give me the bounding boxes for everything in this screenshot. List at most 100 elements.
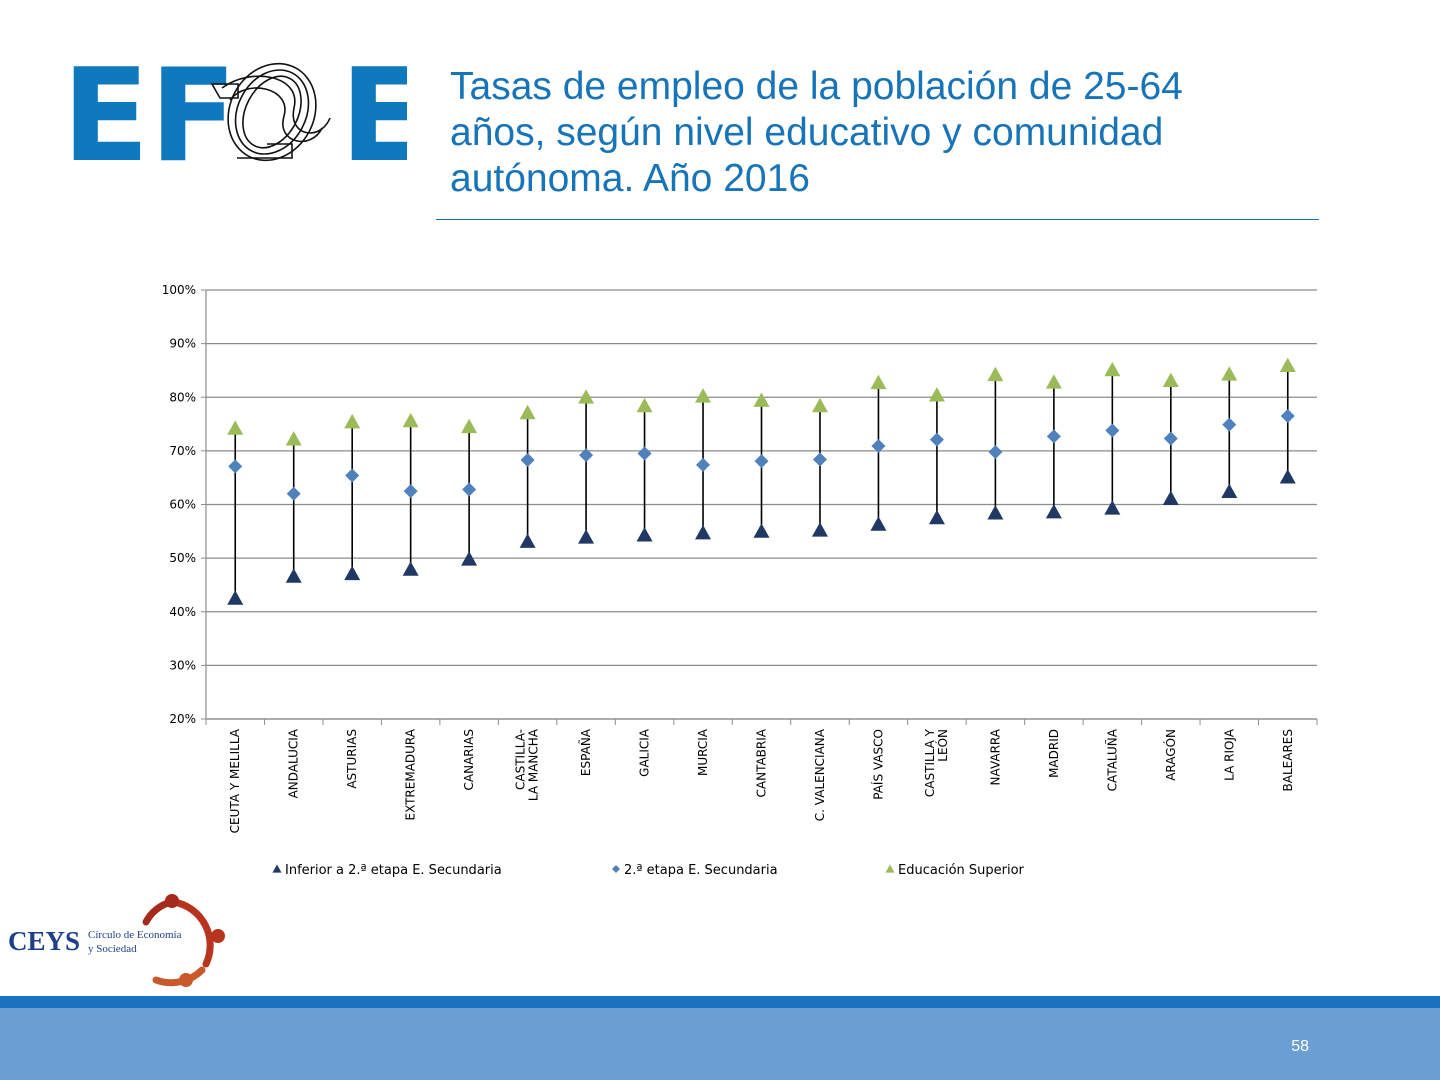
data-point-series-1 xyxy=(227,590,244,605)
category-label: ESPAÑA xyxy=(578,728,593,776)
data-point-series-2 xyxy=(520,452,535,467)
y-tick-label: 70% xyxy=(169,444,196,458)
data-point-series-1 xyxy=(519,533,536,548)
data-point-series-1 xyxy=(987,505,1004,520)
data-point-series-2 xyxy=(637,446,652,461)
chart-labels: 20% 30% 40% 50% 60% 70% 80% 90% 100% CEUTA Y MELI… xyxy=(162,283,1295,833)
data-point-series-3 xyxy=(1221,366,1238,381)
category-label: CATALUÑA xyxy=(1104,728,1119,791)
category-label-line: CASTILLA- xyxy=(514,729,528,790)
data-point-series-2 xyxy=(345,468,360,483)
logo-text-e: E xyxy=(340,58,407,170)
data-point-series-3 xyxy=(519,404,536,420)
y-tick-label: 60% xyxy=(169,498,196,512)
data-point-series-3 xyxy=(402,412,419,428)
data-point-series-3 xyxy=(1104,361,1121,377)
legend-marker xyxy=(885,864,895,873)
logo-text-ef: EF xyxy=(62,58,237,170)
legend-label: 2.ª etapa E. Secundaria xyxy=(624,863,778,878)
y-tick-label: 40% xyxy=(169,605,196,619)
category-label-line: NAVARRA xyxy=(988,728,1002,785)
page-number: 58 xyxy=(1291,1038,1309,1055)
data-point-series-1 xyxy=(870,516,887,531)
category-label: EXTREMADURA xyxy=(404,728,418,820)
legend-marker xyxy=(612,865,620,873)
footer-bar xyxy=(0,1008,1440,1080)
data-point-series-1 xyxy=(402,561,419,576)
category-label-line: PAÍS VASCO xyxy=(870,729,885,800)
chart-legend: Inferior a 2.ª etapa E. Secundaria 2.ª et… xyxy=(272,863,1025,878)
data-point-series-3 xyxy=(578,389,595,404)
category-label-line: ANDALUCIA xyxy=(287,728,301,798)
data-point-series-2 xyxy=(988,444,1003,459)
data-point-series-2 xyxy=(286,486,301,501)
category-label: ANDALUCIA xyxy=(287,728,301,798)
category-label-line: BALEARES xyxy=(1281,729,1295,791)
employment-rate-chart: 20% 30% 40% 50% 60% 70% 80% 90% 100% CEUTA Y MELI… xyxy=(162,283,1318,878)
chart-markers xyxy=(227,357,1296,605)
category-label-line: LA RIOJA xyxy=(1222,728,1236,781)
y-tick-label: 50% xyxy=(169,551,196,565)
data-point-series-2 xyxy=(1163,431,1178,446)
data-point-series-3 xyxy=(987,366,1004,382)
data-point-series-2 xyxy=(1280,409,1295,424)
data-point-series-1 xyxy=(695,524,712,540)
category-label-line: GALICIA xyxy=(638,728,652,777)
data-point-series-1 xyxy=(636,527,653,542)
category-label-line: CATALUÑA xyxy=(1104,728,1119,791)
category-label-line: CEUTA Y MELILLA xyxy=(228,728,242,833)
data-point-series-2 xyxy=(929,432,944,447)
data-point-series-2 xyxy=(579,448,594,463)
data-point-series-2 xyxy=(1222,417,1237,432)
data-point-series-1 xyxy=(1221,483,1238,499)
chart-axes xyxy=(201,289,1318,725)
data-point-series-3 xyxy=(753,392,770,407)
data-point-series-3 xyxy=(285,431,302,446)
data-point-series-3 xyxy=(636,397,653,413)
category-label: CANARIAS xyxy=(462,729,476,790)
category-label: MADRID xyxy=(1047,729,1061,778)
data-point-series-2 xyxy=(754,454,769,469)
data-point-series-2 xyxy=(462,482,477,497)
data-point-series-3 xyxy=(1162,372,1179,388)
y-tick-label: 30% xyxy=(169,658,196,672)
y-tick-label: 20% xyxy=(169,712,196,726)
category-label-line: ARAGÓN xyxy=(1163,729,1178,781)
category-label: CASTILLA Y LEÓN xyxy=(923,728,950,797)
category-label-line: MADRID xyxy=(1047,729,1061,778)
category-label-line: EXTREMADURA xyxy=(404,728,418,820)
category-label: MURCIA xyxy=(696,728,710,776)
data-point-series-1 xyxy=(461,551,478,566)
data-point-series-3 xyxy=(1279,357,1296,373)
data-point-series-2 xyxy=(696,457,711,472)
ceys-emblem xyxy=(142,894,225,987)
data-point-series-1 xyxy=(1279,469,1296,484)
data-point-series-3 xyxy=(928,387,945,402)
data-point-series-1 xyxy=(811,522,828,537)
data-point-series-1 xyxy=(285,568,302,583)
data-point-series-3 xyxy=(811,397,828,413)
category-label: C. VALENCIANA xyxy=(813,728,827,821)
data-point-series-1 xyxy=(1104,500,1121,515)
data-point-series-1 xyxy=(753,523,770,538)
category-label-line: CANTABRIA xyxy=(755,728,769,797)
data-point-series-3 xyxy=(344,413,361,429)
category-label: BALEARES xyxy=(1281,729,1295,791)
data-point-series-2 xyxy=(1046,429,1061,444)
y-tick-label: 100% xyxy=(162,283,196,297)
data-point-series-2 xyxy=(812,452,827,467)
category-label: LA RIOJA xyxy=(1222,728,1236,781)
category-label-line: LEÓN xyxy=(935,729,950,762)
category-label-line: ESPAÑA xyxy=(578,728,593,776)
category-label-line: CASTILLA Y xyxy=(923,728,937,797)
data-point-series-2 xyxy=(228,459,243,474)
category-label: NAVARRA xyxy=(988,728,1002,785)
category-label: ARAGÓN xyxy=(1163,729,1178,781)
data-point-series-1 xyxy=(1045,504,1062,519)
data-point-series-2 xyxy=(871,439,886,454)
category-label-line: MURCIA xyxy=(696,728,710,776)
legend-marker xyxy=(272,864,282,873)
category-label: CANTABRIA xyxy=(755,728,769,797)
y-tick-label: 90% xyxy=(169,337,196,351)
data-point-series-3 xyxy=(695,388,712,403)
